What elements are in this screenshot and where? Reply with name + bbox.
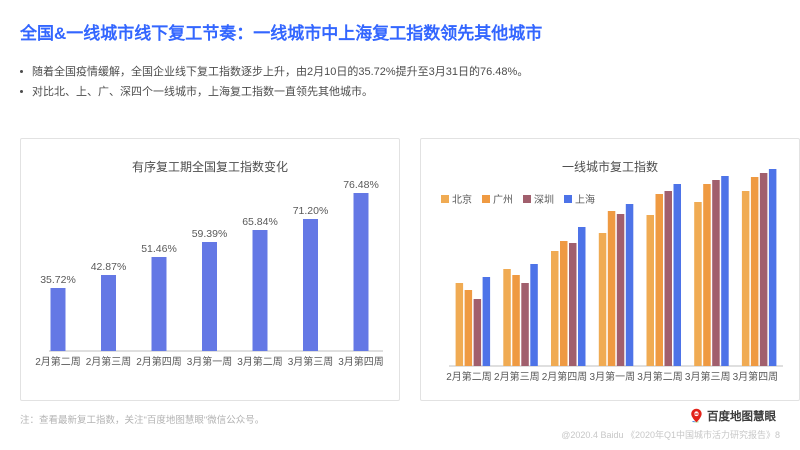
svg-text:bd: bd: [694, 412, 698, 416]
svg-text:2月第二周: 2月第二周: [35, 355, 81, 368]
svg-text:71.20%: 71.20%: [293, 205, 329, 217]
svg-text:2月第四周: 2月第四周: [136, 355, 182, 368]
svg-text:2月第二周: 2月第二周: [446, 370, 492, 383]
svg-text:3月第三周: 3月第三周: [685, 370, 731, 383]
svg-text:3月第三周: 3月第三周: [288, 355, 334, 368]
svg-text:65.84%: 65.84%: [242, 216, 278, 228]
svg-text:3月第二周: 3月第二周: [237, 355, 283, 368]
svg-text:3月第一周: 3月第一周: [187, 355, 233, 368]
svg-text:2月第三周: 2月第三周: [494, 370, 540, 383]
svg-text:3月第一周: 3月第一周: [590, 370, 636, 383]
svg-text:76.48%: 76.48%: [343, 179, 379, 191]
svg-text:2月第四周: 2月第四周: [542, 370, 588, 383]
svg-text:3月第二周: 3月第二周: [637, 370, 683, 383]
svg-text:3月第四周: 3月第四周: [338, 355, 384, 368]
svg-text:3月第四周: 3月第四周: [733, 370, 779, 383]
svg-text:59.39%: 59.39%: [192, 228, 228, 240]
svg-text:35.72%: 35.72%: [40, 274, 76, 286]
svg-text:2月第三周: 2月第三周: [86, 355, 132, 368]
svg-text:42.87%: 42.87%: [91, 261, 127, 273]
svg-text:51.46%: 51.46%: [141, 243, 177, 255]
